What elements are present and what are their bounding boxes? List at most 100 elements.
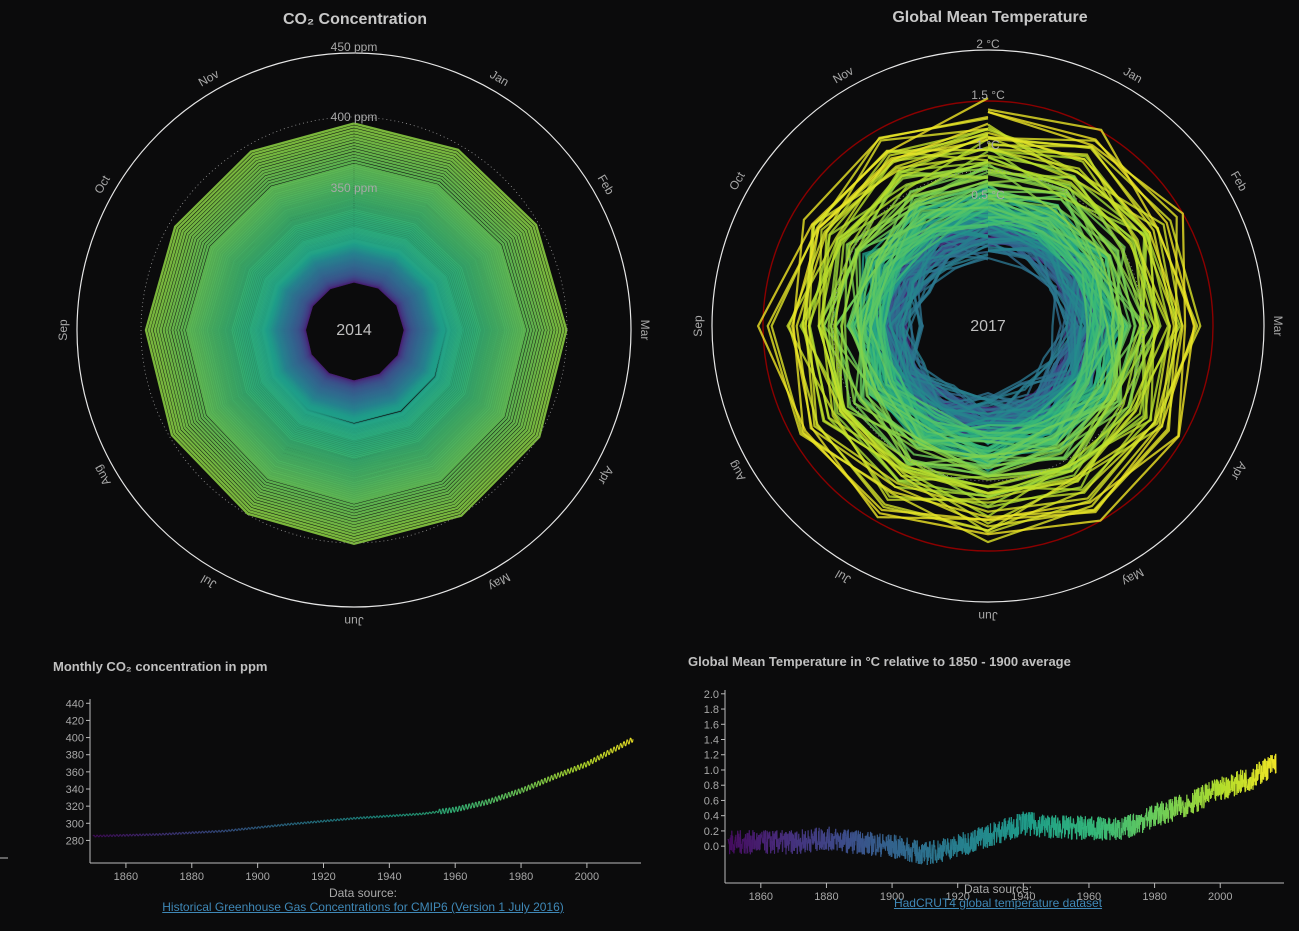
- temp-month-label: Aug: [726, 458, 749, 483]
- temp-month-label: Feb: [1228, 169, 1251, 194]
- temp-y-tick-label: 0.2: [704, 826, 719, 838]
- temp-x-tick-label: 1920: [945, 891, 969, 903]
- co2-data-source-label: Data source:: [328, 886, 398, 900]
- co2-y-tick-label: 360: [66, 767, 84, 779]
- temp-ring-label: 1.5 °C: [971, 88, 1005, 102]
- co2-data-source-link[interactable]: Historical Greenhouse Gas Concentrations…: [162, 900, 564, 914]
- co2-ring-label: 450 ppm: [331, 40, 378, 54]
- co2-x-tick-label: 1880: [180, 871, 204, 883]
- co2-outer-ring: [76, 52, 632, 608]
- temp-month-label: May: [1120, 565, 1147, 588]
- co2-spiral-line: [162, 139, 550, 528]
- co2-center-year: 2014: [336, 322, 372, 339]
- temp-spiral-line: [786, 132, 1179, 501]
- temp-ring-label: 2 °C: [976, 37, 1000, 51]
- co2-month-label: Feb: [595, 172, 618, 197]
- co2-month-label: Jun: [344, 614, 363, 628]
- co2-spiral-title: CO₂ Concentration: [283, 11, 427, 28]
- co2-spiral-line: [218, 196, 494, 472]
- temp-data-source-link[interactable]: HadCRUT4 global temperature dataset: [893, 896, 1103, 910]
- co2-y-tick-label: 420: [66, 715, 84, 727]
- temp-x-tick-label: 1980: [1142, 891, 1166, 903]
- temp-ring-label: 1 °C: [976, 138, 1000, 152]
- co2-spiral-line: [179, 157, 533, 510]
- co2-month-label: Jul: [198, 572, 218, 592]
- temp-y-tick-label: 1.0: [704, 765, 719, 777]
- temp-month-label: Mar: [1271, 316, 1285, 337]
- temp-x-tick-label: 1900: [880, 891, 904, 903]
- co2-spiral-line: [235, 212, 478, 455]
- co2-x-tick-label: 1920: [311, 871, 335, 883]
- co2-x-tick-label: 1860: [114, 871, 138, 883]
- co2-spiral-line: [227, 205, 485, 463]
- co2-spiral-line: [174, 151, 539, 516]
- co2-spiral-line: [150, 128, 562, 540]
- co2-spiral-line: [225, 202, 488, 465]
- co2-spiral-line: [220, 198, 492, 470]
- co2-spiral-line: [171, 148, 542, 519]
- temp-spiral-line: [833, 156, 1147, 509]
- co2-spiral-line: [240, 218, 472, 450]
- temp-spiral-line: [853, 167, 1126, 468]
- co2-ring-label: 350 ppm: [331, 181, 378, 195]
- co2-x-tick-label: 1980: [509, 871, 533, 883]
- temp-limit-ring: [762, 100, 1214, 552]
- co2-y-tick-label: 340: [66, 784, 84, 796]
- co2-spiral-line: [222, 200, 490, 467]
- co2-spiral-line: [216, 193, 497, 474]
- co2-spiral-line: [233, 211, 479, 457]
- co2-spiral-line: [231, 209, 481, 459]
- co2-month-label: Apr: [595, 464, 616, 487]
- co2-month-label: May: [486, 570, 513, 593]
- temp-x-tick-label: 1940: [1011, 891, 1035, 903]
- co2-spiral-line: [213, 191, 499, 476]
- co2-spiral-line: [198, 176, 514, 492]
- co2-x-tick-label: 1960: [443, 871, 467, 883]
- temp-outer-ring: [711, 49, 1265, 603]
- temp-y-tick-label: 1.4: [704, 735, 719, 747]
- co2-y-tick-label: 320: [66, 801, 84, 813]
- temp-ring-label: 0.5 °C: [971, 188, 1005, 202]
- temp-spiral-line: [795, 127, 1178, 528]
- temp-spiral-line: [821, 127, 1156, 488]
- co2-spiral-line: [190, 167, 523, 500]
- co2-spiral-line: [229, 207, 483, 461]
- co2-ring-label: 400 ppm: [331, 110, 378, 124]
- co2-y-tick-label: 380: [66, 750, 84, 762]
- temp-spiral-line: [902, 235, 1057, 414]
- co2-y-tick-label: 400: [66, 733, 84, 745]
- temp-y-tick-label: 0.0: [704, 841, 719, 853]
- temp-x-tick-label: 1960: [1077, 891, 1101, 903]
- temp-spiral-line: [854, 159, 1123, 467]
- co2-y-tick-label: 280: [66, 835, 84, 847]
- co2-spiral-line: [187, 165, 525, 502]
- temp-x-tick-label: 1860: [749, 891, 773, 903]
- co2-y-tick-label: 300: [66, 818, 84, 830]
- temp-month-label: Sep: [691, 315, 705, 337]
- co2-spiral-line: [192, 169, 521, 498]
- temp-month-label: Oct: [726, 169, 748, 193]
- co2-spiral-line: [246, 223, 466, 444]
- temp-y-tick-label: 1.2: [704, 750, 719, 762]
- temp-month-label: Nov: [830, 64, 855, 87]
- co2-spiral-line: [237, 214, 476, 453]
- temp-x-tick-label: 1880: [814, 891, 838, 903]
- co2-line-subtitle: Monthly CO₂ concentration in ppm: [53, 659, 268, 674]
- temp-line-subtitle: Global Mean Temperature in °C relative t…: [688, 654, 1071, 669]
- co2-x-tick-label: 1900: [245, 871, 269, 883]
- co2-x-tick-label: 2000: [575, 871, 599, 883]
- temp-month-label: Jul: [833, 567, 853, 587]
- co2-spiral-line: [209, 186, 503, 481]
- temperature-spiral-chart: 2 °C 1.5 °C 1 °C 0.5 °C Jan Feb Mar Apr May Jun Ju…: [691, 37, 1285, 623]
- temp-spiral-line: [864, 195, 1109, 439]
- temp-y-tick-label: 2.0: [704, 689, 719, 701]
- temp-y-tick-label: 1.6: [704, 719, 719, 731]
- co2-month-label: Aug: [91, 463, 114, 488]
- temp-center-year: 2017: [970, 318, 1006, 335]
- co2-spiral-line: [204, 182, 508, 485]
- co2-spiral-line: [185, 163, 527, 505]
- co2-spiral-line: [194, 171, 518, 496]
- temp-data-source-label: Data source:: [963, 882, 1033, 896]
- co2-month-label: Sep: [56, 319, 70, 341]
